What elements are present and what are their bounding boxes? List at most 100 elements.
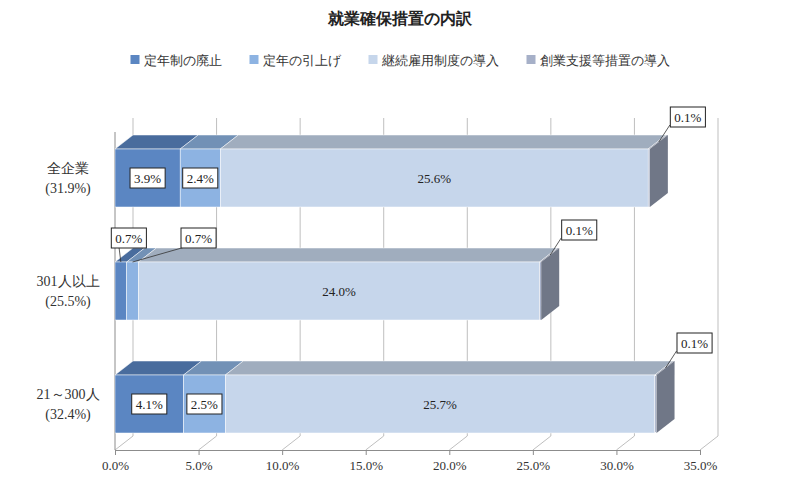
- legend-item: 創業支援等措置の導入: [527, 53, 670, 68]
- chart: 就業確保措置の内訳 0.0% 5.0% 10.0% 15.0% 20.0% 25.0% 30.…: [0, 0, 800, 504]
- bar-top: [220, 135, 666, 149]
- data-label: 24.0%: [322, 284, 356, 299]
- label-leader: [133, 246, 189, 262]
- bar: [138, 262, 539, 320]
- data-label-group: 0.1%: [677, 333, 712, 353]
- data-label-group: 0.1%: [562, 220, 597, 240]
- x-axis: 0.0% 5.0% 10.0% 15.0% 20.0% 25.0% 30.0% 35.0%: [102, 450, 718, 473]
- label-box: [183, 168, 218, 188]
- tick-label: 20.0%: [433, 458, 467, 473]
- bar: [648, 149, 650, 207]
- data-label-group: 2.5%: [187, 394, 222, 414]
- grid-floor-line: [449, 436, 467, 450]
- tick: 0.0%: [102, 450, 129, 473]
- legend-label: 定年制の廃止: [144, 53, 222, 68]
- bar-side: [657, 361, 675, 433]
- label-box: [187, 394, 222, 414]
- tick-mark: [115, 450, 116, 455]
- legend-swatch: [250, 55, 259, 64]
- tick: 25.0%: [517, 450, 551, 473]
- tick-label: 5.0%: [186, 458, 213, 473]
- label-box: [562, 220, 597, 240]
- data-label: 2.5%: [191, 397, 218, 412]
- tick-mark: [366, 450, 367, 455]
- grid-floor-line: [700, 436, 718, 450]
- tick-mark: [282, 450, 283, 455]
- grid: [115, 118, 718, 450]
- bar-top: [225, 361, 673, 375]
- tick-mark: [700, 450, 701, 455]
- data-label: 25.6%: [417, 171, 451, 186]
- grid-floor-line: [616, 436, 634, 450]
- data-label-group: 25.6%: [417, 171, 451, 186]
- data-label-group: 0.7%: [181, 228, 216, 248]
- label-leader: [550, 238, 561, 255]
- category-label: 全企業(31.9%): [45, 161, 91, 197]
- tick: 5.0%: [186, 450, 213, 473]
- title: 就業確保措置の内訳: [327, 9, 473, 28]
- legend-swatch: [369, 55, 378, 64]
- bar: [180, 149, 220, 207]
- tick: 15.0%: [349, 450, 383, 473]
- bar-top: [138, 248, 557, 262]
- legend: 定年制の廃止 定年の引上げ 継続雇用制度の導入 創業支援等措置の導入: [131, 53, 670, 68]
- bar-side: [650, 135, 668, 207]
- label-box: [677, 333, 712, 353]
- bar: [540, 262, 542, 320]
- tick: 35.0%: [684, 450, 718, 473]
- bar: [115, 262, 127, 320]
- x-axis-line: [116, 451, 701, 456]
- tick: 10.0%: [266, 450, 300, 473]
- data-label-group: 2.4%: [183, 168, 218, 188]
- label-box: [132, 394, 167, 414]
- legend-item: 定年の引上げ: [250, 53, 342, 68]
- legend-label: 創業支援等措置の導入: [540, 53, 670, 68]
- legend-swatch: [131, 55, 140, 64]
- bar: [115, 149, 180, 207]
- bar-side: [541, 248, 559, 320]
- label-leader: [666, 351, 677, 368]
- data-label: 4.1%: [136, 397, 163, 412]
- category-label: 21～300人(32.4%): [37, 387, 100, 423]
- data-label-group: 3.9%: [130, 168, 165, 188]
- bar: [655, 375, 657, 433]
- tick: 20.0%: [433, 450, 467, 473]
- legend-item: 継続雇用制度の導入: [369, 53, 499, 68]
- tick-label: 25.0%: [517, 458, 551, 473]
- data-label-group: 0.1%: [670, 107, 705, 127]
- tick: 30.0%: [600, 450, 634, 473]
- data-label-group: 24.0%: [322, 284, 356, 299]
- legend-item: 定年制の廃止: [131, 53, 222, 68]
- label-leader: [659, 125, 670, 142]
- grid-floor-line: [199, 436, 217, 450]
- category-label: 301人以上(25.5%): [37, 274, 100, 310]
- tick-label: 30.0%: [600, 458, 634, 473]
- bar: [127, 262, 139, 320]
- data-label: 0.1%: [674, 110, 701, 125]
- legend-label: 定年の引上げ: [263, 53, 342, 68]
- tick-mark: [199, 450, 200, 455]
- tick-label: 10.0%: [266, 458, 300, 473]
- bars: [115, 135, 675, 433]
- tick-label: 0.0%: [102, 458, 129, 473]
- bar: [220, 149, 648, 207]
- grid-floor-line: [533, 436, 551, 450]
- data-label: 3.9%: [134, 171, 161, 186]
- data-label: 0.1%: [681, 336, 708, 351]
- label-box: [130, 168, 165, 188]
- bar: [184, 375, 226, 433]
- legend-swatch: [527, 55, 536, 64]
- label-box: [111, 228, 146, 248]
- label-box: [181, 228, 216, 248]
- tick-mark: [449, 450, 450, 455]
- label-box: [670, 107, 705, 127]
- tick-mark: [616, 450, 617, 455]
- grid-floor-line: [115, 436, 133, 450]
- bar: [115, 375, 184, 433]
- tick-label: 15.0%: [349, 458, 383, 473]
- data-label-group: 0.7%: [111, 228, 146, 248]
- data-labels: 3.9% 2.4% 25.6% 0.1% 0.7% 0.7% 24.0% 0.1% 4.1% 2.…: [111, 107, 712, 414]
- legend-label: 継続雇用制度の導入: [381, 53, 499, 68]
- data-label: 25.7%: [423, 397, 457, 412]
- grid-line: [718, 118, 719, 436]
